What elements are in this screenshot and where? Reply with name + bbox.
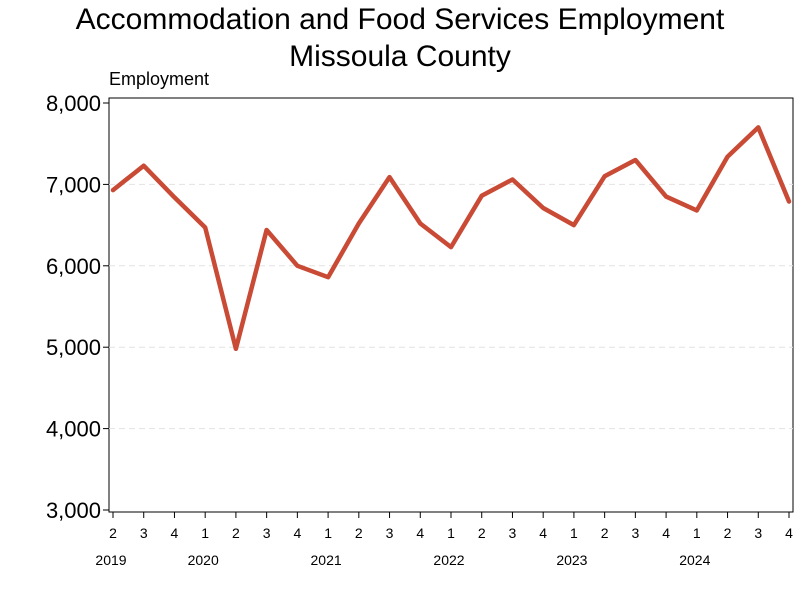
year-label: 2023	[556, 552, 587, 568]
x-tick-label: 2	[601, 525, 609, 541]
year-label: 2021	[311, 552, 342, 568]
y-tick-label: 4,000	[46, 417, 101, 442]
x-tick-label: 4	[785, 525, 793, 541]
x-tick-label: 2	[109, 525, 117, 541]
x-axis: 2 3 4 1 2 3 4 1 2 3 4 1 2 3 4 1 2 3 4 1 2 3 4 2019 2020 2021 2022 2…	[95, 512, 793, 568]
x-tick-label: 3	[631, 525, 639, 541]
x-tick-label: 1	[324, 525, 332, 541]
chart-title-line-2: Missoula County	[289, 40, 511, 73]
data-point	[326, 275, 330, 279]
x-tick-label: 4	[539, 525, 547, 541]
y-axis: 3,000 4,000 5,000 6,000 7,000 8,000	[46, 91, 109, 523]
x-tick-label: 2	[355, 525, 363, 541]
x-tick-label: 3	[754, 525, 762, 541]
data-point	[787, 199, 791, 203]
data-point	[572, 223, 576, 227]
x-tick-label: 1	[447, 525, 455, 541]
data-point	[695, 208, 699, 212]
year-label: 2022	[433, 552, 464, 568]
y-axis-label: Employment	[109, 69, 209, 89]
y-tick-label: 6,000	[46, 254, 101, 279]
y-tick-label: 7,000	[46, 172, 101, 197]
x-tick-label: 2	[724, 525, 732, 541]
data-point	[541, 206, 545, 210]
x-tick-label: 3	[140, 525, 148, 541]
x-tick-label: 4	[171, 525, 179, 541]
x-tick-label: 3	[263, 525, 271, 541]
year-label: 2019	[95, 552, 126, 568]
x-tick-label: 4	[416, 525, 424, 541]
data-point	[726, 155, 730, 159]
series-group	[110, 125, 792, 352]
x-tick-label: 3	[509, 525, 517, 541]
series-line	[110, 125, 792, 352]
plot-area	[108, 97, 794, 513]
data-point	[388, 175, 392, 179]
x-tick-label: 1	[201, 525, 209, 541]
data-point	[295, 264, 299, 268]
year-label: 2020	[188, 552, 219, 568]
chart-title-line-1: Accommodation and Food Services Employme…	[75, 3, 725, 36]
x-tick-label: 2	[478, 525, 486, 541]
x-tick-label: 1	[570, 525, 578, 541]
data-point	[172, 195, 176, 199]
data-point	[633, 158, 637, 162]
data-point	[756, 125, 760, 129]
data-point	[234, 347, 238, 351]
data-point	[510, 178, 514, 182]
data-point	[449, 245, 453, 249]
x-tick-label: 1	[693, 525, 701, 541]
data-point	[265, 228, 269, 232]
grid-lines	[109, 183, 793, 430]
y-tick-label: 5,000	[46, 335, 101, 360]
x-tick-label: 2	[232, 525, 240, 541]
data-point	[203, 226, 207, 230]
x-tick-label: 3	[386, 525, 394, 541]
year-label: 2024	[679, 552, 710, 568]
data-point	[142, 164, 146, 168]
data-point	[357, 221, 361, 225]
data-point	[664, 195, 668, 199]
data-point	[418, 221, 422, 225]
y-tick-label: 3,000	[46, 498, 101, 523]
y-tick-label: 8,000	[46, 91, 101, 116]
x-tick-label: 4	[293, 525, 301, 541]
data-point	[603, 174, 607, 178]
x-tick-label: 4	[662, 525, 670, 541]
data-point	[480, 194, 484, 198]
data-point	[111, 188, 115, 192]
